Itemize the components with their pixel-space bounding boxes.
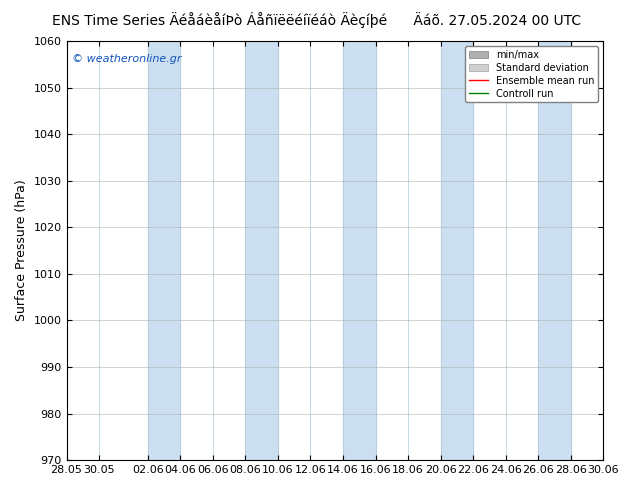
Y-axis label: Surface Pressure (hPa): Surface Pressure (hPa) [15, 180, 28, 321]
Bar [245, 41, 278, 460]
Text: © weatheronline.gr: © weatheronline.gr [72, 53, 181, 64]
Bar [148, 41, 181, 460]
Bar [538, 41, 571, 460]
Legend: min/max, Standard deviation, Ensemble mean run, Controll run: min/max, Standard deviation, Ensemble me… [465, 46, 598, 102]
Bar [441, 41, 473, 460]
Text: ENS Time Series ÄéåáèåíÞò Áåñïëëéíïéáò Äèçíþé      Äáõ. 27.05.2024 00 UTC: ENS Time Series ÄéåáèåíÞò Áåñïëëéíïéáò Ä… [53, 12, 581, 28]
Bar [343, 41, 375, 460]
